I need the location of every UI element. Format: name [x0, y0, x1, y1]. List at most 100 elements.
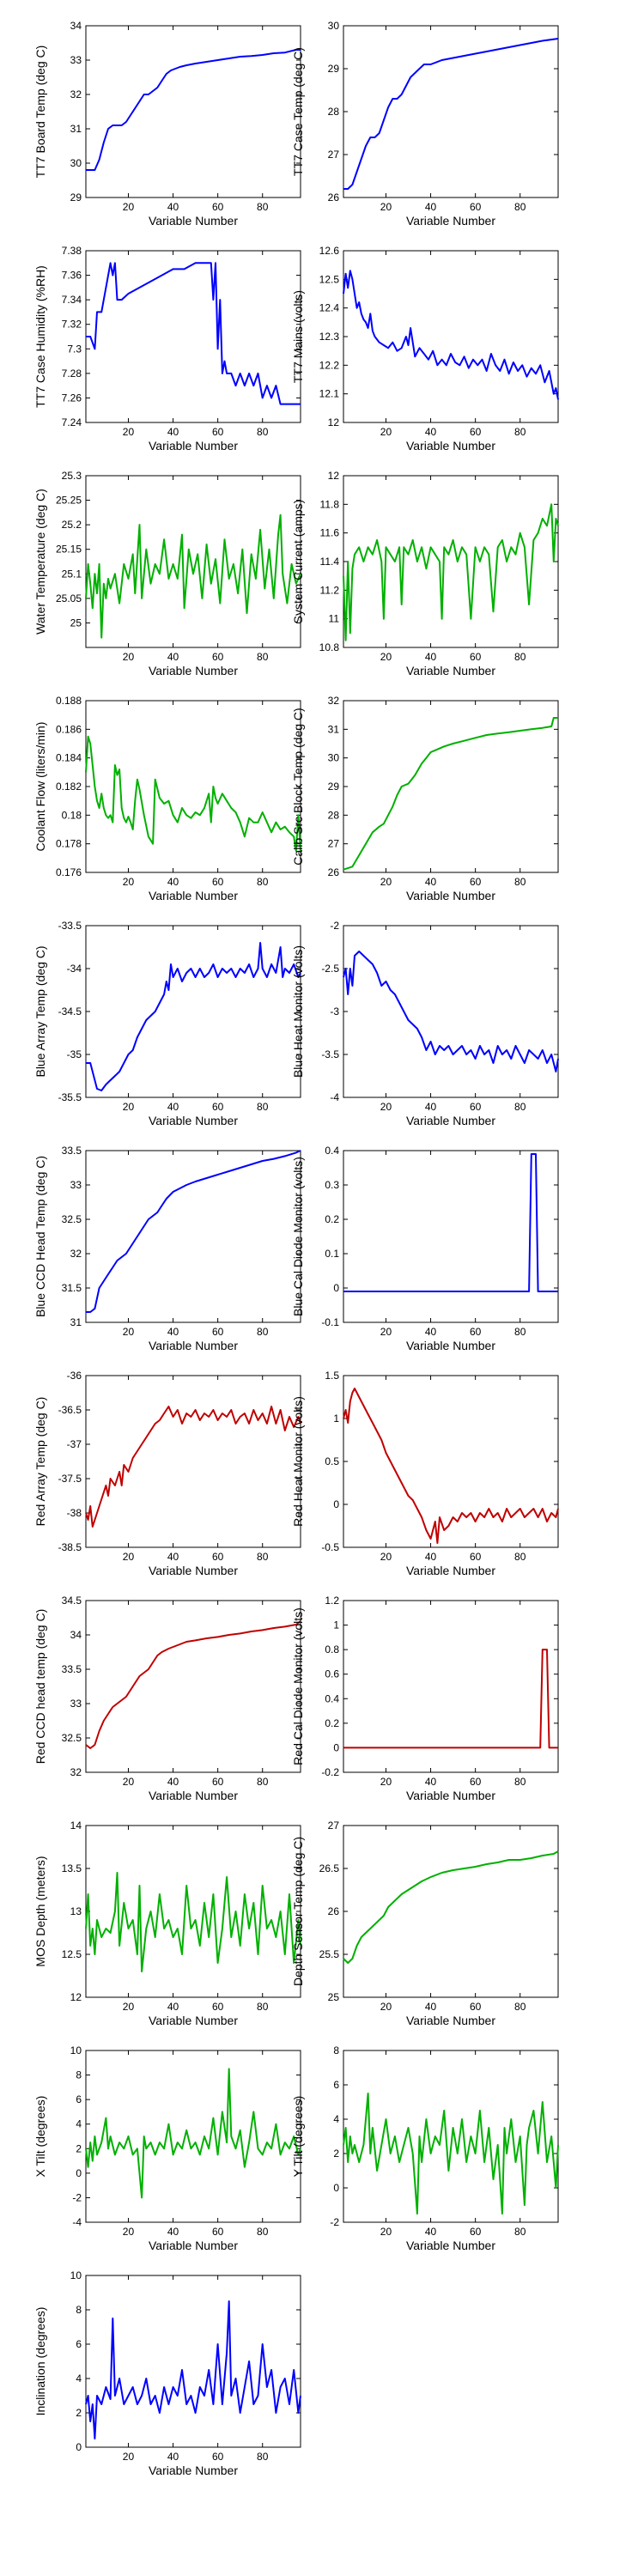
y-tick-label: 12.6: [319, 245, 340, 257]
y-tick-label: 0: [333, 1282, 339, 1294]
x-tick-label: 60: [212, 2226, 224, 2238]
plot-frame: [343, 1826, 558, 1997]
y-tick-label: 4: [333, 2113, 339, 2125]
y-tick-label: 14: [70, 1820, 82, 1832]
x-tick-label: 60: [212, 1101, 224, 1113]
y-tick-label: 25.15: [56, 544, 82, 556]
x-axis-label: Variable Number: [406, 1114, 495, 1127]
x-tick-label: 40: [167, 1101, 179, 1113]
plot-frame: [86, 2275, 301, 2447]
y-tick-label: 12: [328, 416, 340, 428]
y-tick-label: 0.188: [56, 695, 82, 707]
y-tick-label: 0.1: [325, 1248, 339, 1260]
x-tick-label: 80: [257, 1326, 269, 1338]
x-tick-label: 40: [167, 876, 179, 888]
y-tick-label: 33.5: [62, 1663, 82, 1675]
y-tick-label: 0.8: [325, 1643, 339, 1656]
y-tick-label: -34.5: [58, 1005, 82, 1018]
y-tick-label: -35.5: [58, 1091, 82, 1103]
y-tick-label: 26: [328, 191, 340, 204]
x-tick-label: 40: [167, 201, 179, 213]
y-tick-label: 0.2: [325, 1213, 339, 1225]
y-tick-label: 25.2: [62, 519, 82, 531]
y-tick-label: 34: [70, 1629, 82, 1641]
chart-panel-8: 2627282930313220 40 60 80Variable NumberCal…: [291, 695, 558, 902]
y-tick-label: 7.28: [62, 368, 82, 380]
x-tick-label: 60: [470, 1551, 482, 1563]
x-tick-label: 20: [123, 2226, 135, 2238]
x-tick-label: 40: [167, 2226, 179, 2238]
y-tick-label: 25.05: [56, 592, 82, 605]
y-axis-label: X Tilt (degrees): [33, 2096, 47, 2178]
x-axis-label: Variable Number: [149, 2239, 238, 2252]
y-tick-label: -37.5: [58, 1473, 82, 1485]
x-tick-label: 60: [212, 651, 224, 663]
plot-frame: [86, 1601, 301, 1772]
y-tick-label: 2: [333, 2148, 339, 2160]
y-tick-label: -2: [330, 2216, 339, 2228]
x-axis-label: Variable Number: [149, 2464, 238, 2477]
x-axis-label: Variable Number: [406, 2014, 495, 2027]
x-tick-label: 20: [123, 1101, 135, 1113]
chart-panel-9: -35.5 -35 -34.5 -34 -33.5 20 40 60 80 Variable Nu…: [33, 920, 301, 1127]
x-axis-label: Variable Number: [406, 889, 495, 902]
y-axis-label: Coolant Flow (liters/min): [33, 722, 47, 852]
x-tick-label: 20: [123, 2451, 135, 2463]
y-tick-label: 6: [76, 2338, 82, 2350]
x-tick-label: 60: [470, 651, 482, 663]
y-tick-label: 27: [328, 1820, 340, 1832]
y-axis-label: Blue Heat Monitor (volts): [291, 945, 305, 1078]
x-tick-label: 80: [257, 2001, 269, 2013]
y-axis-label: Calib Src Block Temp (deg C): [291, 708, 305, 865]
y-tick-label: 32.5: [62, 1732, 82, 1744]
x-axis-label: Variable Number: [149, 889, 238, 902]
x-tick-label: 40: [167, 1551, 179, 1563]
x-tick-label: 20: [380, 201, 392, 213]
y-tick-label: -0.1: [321, 1316, 339, 1328]
x-tick-label: 80: [514, 1326, 526, 1338]
y-tick-label: 12.3: [319, 331, 340, 343]
chart-panel-19: -4-2024681020 40 60 80Variable NumberX Tilt…: [33, 2044, 301, 2252]
plot-frame: [343, 26, 558, 197]
y-tick-label: 30: [70, 157, 82, 169]
x-tick-label: 80: [257, 1551, 269, 1563]
x-tick-label: 60: [470, 426, 482, 438]
y-axis-label: TT7 Case Humidity (%RH): [33, 265, 47, 408]
x-axis-label: Variable Number: [406, 214, 495, 228]
y-axis-label: Y Tilt (degrees): [291, 2096, 305, 2178]
chart-panel-7: 0.1760.1780.180.1820.1840.1860.18820 40 60…: [33, 695, 301, 902]
x-tick-label: 20: [380, 1326, 392, 1338]
x-tick-label: 80: [257, 1776, 269, 1788]
x-tick-label: 80: [514, 2001, 526, 2013]
x-tick-label: 40: [425, 1326, 437, 1338]
y-tick-label: 26: [328, 1905, 340, 1917]
y-tick-label: 1.5: [325, 1370, 339, 1382]
y-tick-label: -2: [72, 2191, 82, 2203]
y-tick-label: 11.2: [320, 584, 340, 596]
y-tick-label: 26: [328, 866, 340, 878]
y-tick-label: 0.18: [62, 809, 82, 821]
y-tick-label: -0.5: [321, 1541, 339, 1553]
y-tick-label: 7.3: [67, 343, 82, 355]
x-tick-label: 20: [380, 876, 392, 888]
chart-panel-20: -2 0 2 4 6 8 20 40 60 80 Variable Number Y Tilt (de…: [291, 2044, 558, 2252]
x-tick-label: 20: [123, 2001, 135, 2013]
x-tick-label: 60: [212, 1776, 224, 1788]
y-tick-label: 12: [328, 470, 340, 482]
x-axis-label: Variable Number: [149, 1114, 238, 1127]
chart-panel-13: -38.5 -38 -37.5 -37 -36.5 -36 20 40 60 80 Variable…: [33, 1370, 301, 1577]
y-tick-label: 12.5: [319, 273, 340, 285]
y-tick-label: 34.5: [62, 1595, 82, 1607]
y-tick-label: 0: [333, 1741, 339, 1753]
y-axis-label: Red Cal Diode Monitor (volts): [291, 1607, 305, 1765]
y-tick-label: 7.36: [62, 270, 82, 282]
x-tick-label: 40: [167, 1776, 179, 1788]
x-axis-label: Variable Number: [149, 214, 238, 228]
y-tick-label: 8: [76, 2304, 82, 2316]
y-tick-label: 31.5: [62, 1282, 82, 1294]
x-tick-label: 80: [257, 651, 269, 663]
y-tick-label: -38: [67, 1507, 82, 1519]
x-tick-label: 60: [470, 201, 482, 213]
y-tick-label: 0.6: [325, 1668, 339, 1680]
